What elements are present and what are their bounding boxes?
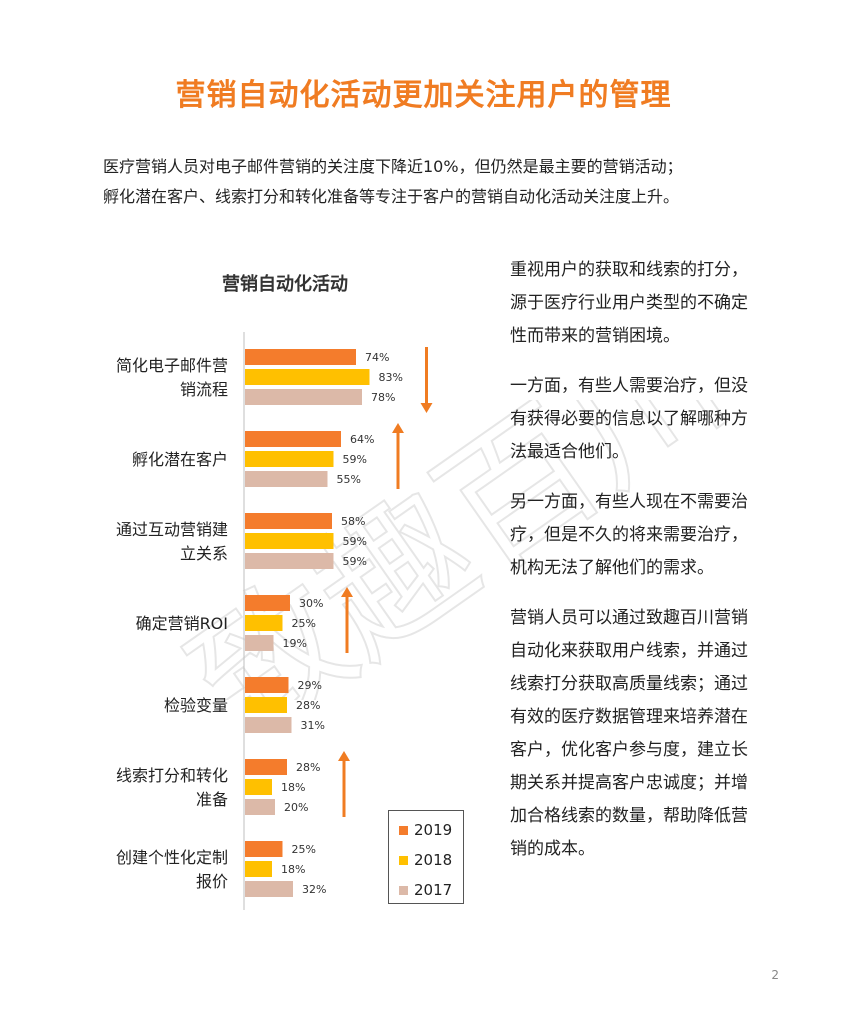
data-label: 83%	[379, 371, 403, 384]
legend-swatch-2019	[399, 825, 408, 835]
bar-2017	[245, 553, 334, 569]
legend-item-2017: 2017	[399, 875, 463, 905]
data-label: 30%	[299, 597, 323, 610]
bar-2017	[245, 717, 292, 733]
bar-2018	[245, 451, 334, 467]
data-label: 25%	[292, 617, 316, 630]
commentary-paragraph: 一方面，有些人需要治疗，但没有获得必要的信息以了解哪种方法最适合他们。	[510, 376, 748, 462]
data-label: 28%	[296, 761, 320, 774]
bar-2017	[245, 389, 362, 405]
data-label: 20%	[284, 801, 308, 814]
data-label: 28%	[296, 699, 320, 712]
chart-title: 营销自动化活动	[222, 274, 348, 295]
bar-2017	[245, 635, 274, 651]
data-label: 55%	[337, 473, 361, 486]
intro-text: 医疗营销人员对电子邮件营销的关注度下降近10%，但仍然是最主要的营销活动； 孵化…	[103, 152, 823, 212]
data-label: 19%	[283, 637, 307, 650]
bar-2017	[245, 881, 293, 897]
chart-legend: 2019 2018 2017	[388, 810, 464, 904]
category-label: 检验变量	[164, 696, 228, 715]
data-label: 59%	[343, 453, 367, 466]
category-label: 创建个性化定制	[116, 848, 228, 867]
bar-2018	[245, 779, 272, 795]
category-label: 报价	[196, 872, 228, 891]
data-label: 32%	[302, 883, 326, 896]
intro-line: 医疗营销人员对电子邮件营销的关注度下降近10%，但仍然是最主要的营销活动；	[103, 157, 683, 176]
data-label: 29%	[298, 679, 322, 692]
legend-label: 2017	[414, 881, 453, 899]
legend-item-2019: 2019	[399, 815, 463, 845]
legend-label: 2019	[414, 821, 453, 839]
bar-2019	[245, 677, 289, 693]
bar-2018	[245, 369, 370, 385]
page-number: 2	[771, 968, 779, 982]
bar-2019	[245, 759, 287, 775]
trend-arrow-up-icon	[392, 423, 404, 433]
bar-2019	[245, 349, 356, 365]
legend-swatch-2017	[399, 885, 408, 895]
page-title: 营销自动化活动更加关注用户的管理	[175, 78, 672, 113]
data-label: 25%	[292, 843, 316, 856]
legend-label: 2018	[414, 851, 453, 869]
bar-2018	[245, 615, 283, 631]
trend-arrow-up-icon	[338, 751, 350, 761]
trend-arrow-down-icon	[420, 403, 433, 413]
commentary: 重视用户的获取和线索的打分，源于医疗行业用户类型的不确定性而带来的营销困境。 一…	[510, 254, 760, 883]
bar-2018	[245, 861, 272, 877]
bar-2019	[245, 513, 332, 529]
commentary-paragraph: 营销人员可以通过致趣百川营销自动化来获取用户线索，并通过线索打分获取高质量线索；…	[510, 608, 748, 859]
bar-2017	[245, 471, 328, 487]
bar-2017	[245, 799, 275, 815]
bar-2018	[245, 697, 287, 713]
trend-arrow-up-icon	[341, 587, 353, 597]
data-label: 78%	[371, 391, 395, 404]
data-label: 64%	[350, 433, 374, 446]
bar-2019	[245, 431, 341, 447]
category-label: 销流程	[180, 380, 228, 399]
category-label: 确定营销ROI	[136, 614, 228, 633]
data-label: 18%	[281, 863, 305, 876]
data-label: 59%	[343, 535, 367, 548]
data-label: 59%	[343, 555, 367, 568]
data-label: 58%	[341, 515, 365, 528]
category-label: 通过互动营销建	[116, 520, 228, 539]
data-label: 31%	[301, 719, 325, 732]
category-label: 孵化潜在客户	[132, 450, 228, 469]
legend-swatch-2018	[399, 855, 408, 865]
bar-2019	[245, 841, 283, 857]
category-label: 准备	[196, 790, 228, 809]
bar-2019	[245, 595, 290, 611]
data-label: 18%	[281, 781, 305, 794]
bar-2018	[245, 533, 334, 549]
intro-line: 孵化潜在客户、线索打分和转化准备等专注于客户的营销自动化活动关注度上升。	[103, 187, 680, 206]
legend-item-2018: 2018	[399, 845, 463, 875]
data-label: 74%	[365, 351, 389, 364]
category-label: 立关系	[180, 544, 228, 563]
category-label: 线索打分和转化	[116, 766, 228, 785]
commentary-paragraph: 另一方面，有些人现在不需要治疗，但是不久的将来需要治疗，机构无法了解他们的需求。	[510, 492, 748, 578]
commentary-paragraph: 重视用户的获取和线索的打分，源于医疗行业用户类型的不确定性而带来的营销困境。	[510, 260, 748, 346]
category-label: 简化电子邮件营	[116, 356, 228, 375]
